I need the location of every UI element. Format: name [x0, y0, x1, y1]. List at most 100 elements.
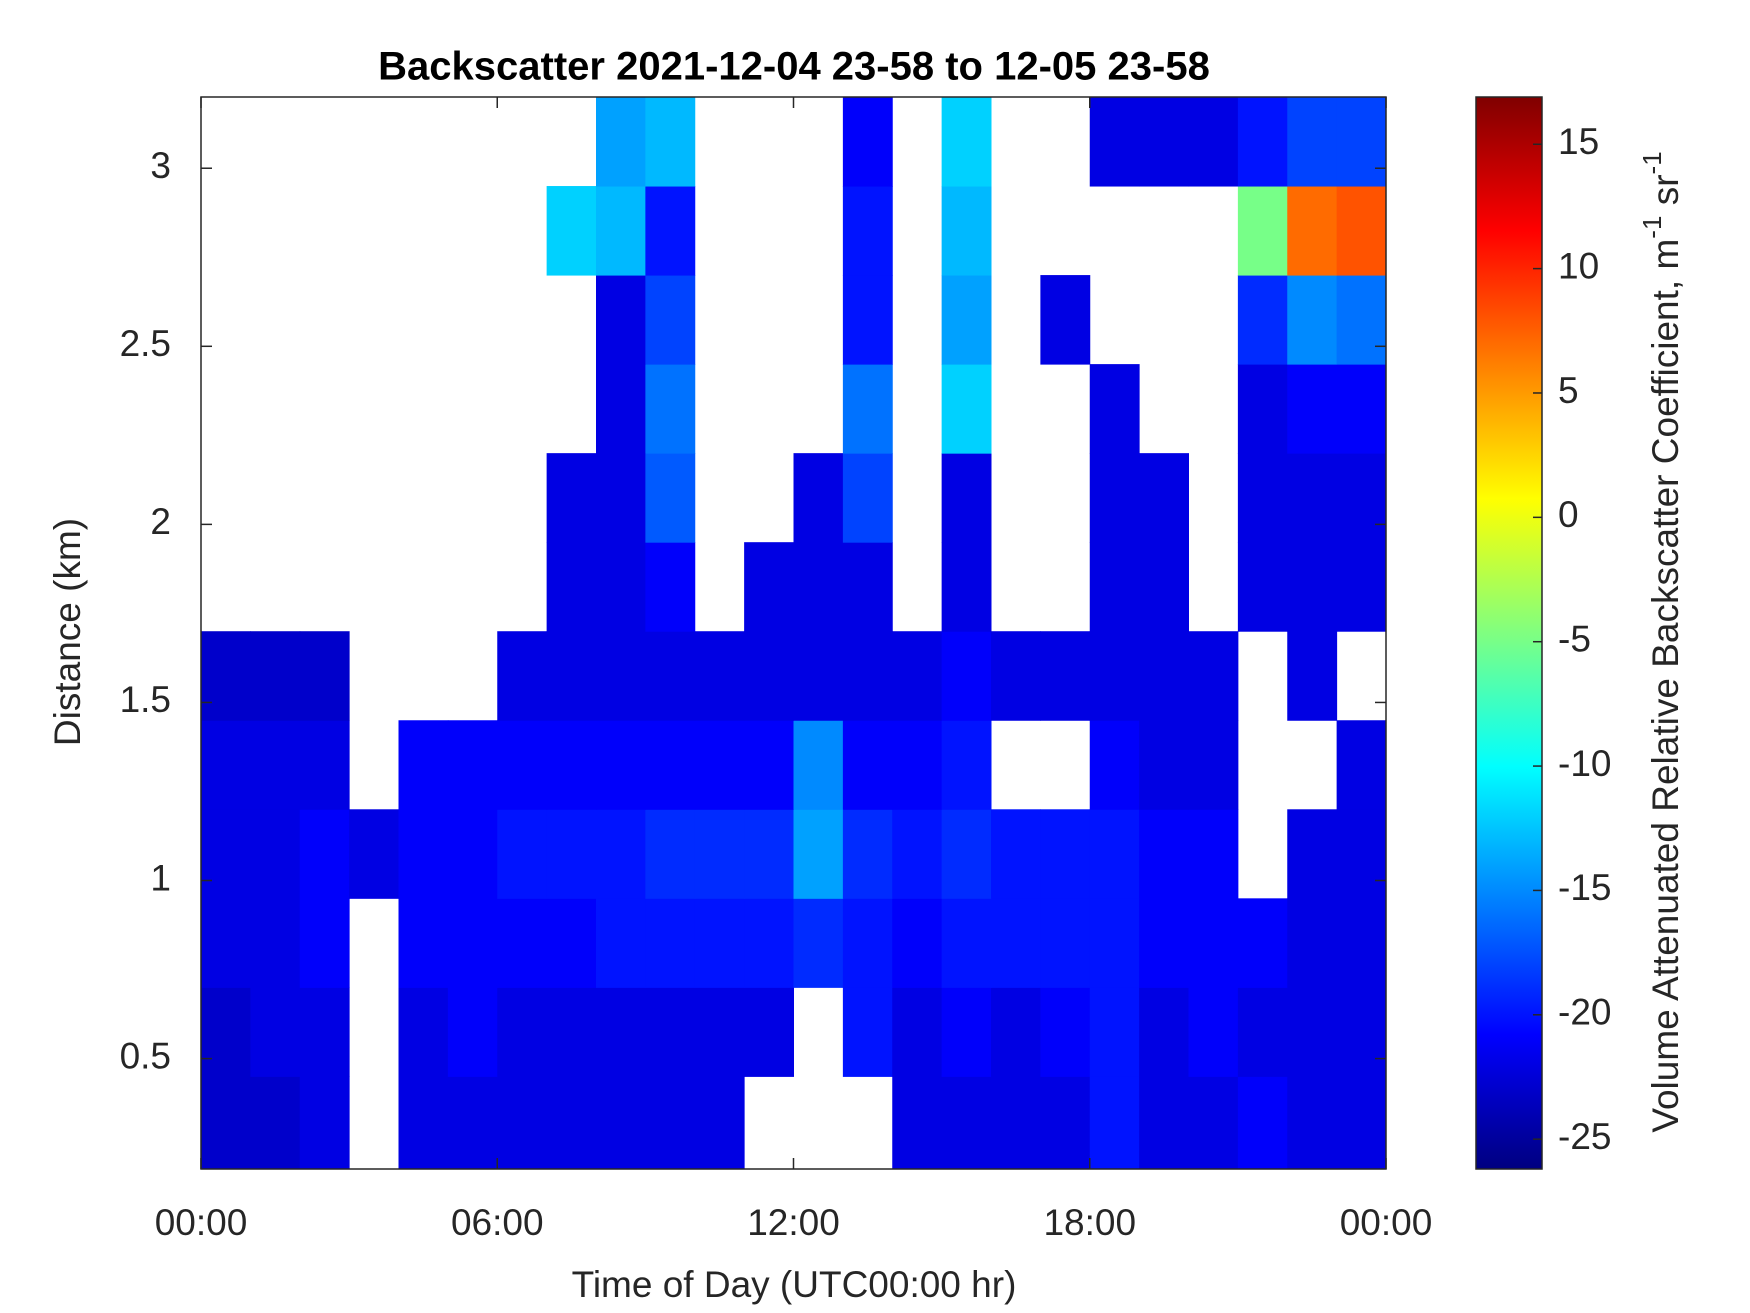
- x-tick-label: 18:00: [1043, 1202, 1136, 1243]
- heat-cell: [892, 1076, 943, 1170]
- heat-cell: [546, 453, 597, 543]
- x-axis-label: Time of Day (UTC00:00 hr): [572, 1264, 1017, 1305]
- heat-cell: [1089, 364, 1140, 454]
- y-tick-label: 2: [150, 501, 171, 542]
- heat-cell: [1040, 898, 1091, 988]
- heat-cell: [398, 720, 449, 810]
- heat-cell: [546, 186, 597, 276]
- heat-cell: [842, 898, 893, 988]
- x-tick-label: 00:00: [1340, 1202, 1433, 1243]
- heat-cell: [1139, 720, 1189, 810]
- heat-cell: [1287, 809, 1338, 899]
- heat-cell: [596, 898, 646, 988]
- heat-cell: [1237, 987, 1288, 1077]
- heat-cell: [497, 898, 548, 988]
- heat-cell: [1040, 987, 1091, 1077]
- heat-cell: [201, 987, 251, 1077]
- heat-cell: [1336, 987, 1387, 1077]
- colorbar-tick-label: -5: [1558, 618, 1591, 659]
- y-axis-label: Distance (km): [47, 518, 88, 746]
- heat-cell: [941, 453, 992, 543]
- heat-cell: [1336, 275, 1387, 365]
- heat-cell: [299, 631, 350, 721]
- colorbar-tick-label: -10: [1558, 743, 1611, 784]
- heat-cell: [596, 97, 646, 187]
- heat-cell: [497, 631, 548, 721]
- heat-cell: [497, 1076, 548, 1170]
- heat-cell: [1089, 987, 1140, 1077]
- heat-cell: [250, 809, 301, 899]
- heat-cell: [645, 987, 696, 1077]
- heat-cell: [1336, 186, 1387, 276]
- heat-cell: [201, 1076, 251, 1170]
- heat-cell: [793, 720, 844, 810]
- heat-cell: [447, 809, 498, 899]
- heat-cell: [1237, 364, 1288, 454]
- heat-cell: [793, 631, 844, 721]
- colorbar-label: Volume Attenuated Relative Backscatter C…: [1637, 151, 1686, 1132]
- heat-cell: [941, 186, 992, 276]
- y-tick-label: 3: [150, 145, 171, 186]
- x-tick-label: 00:00: [155, 1202, 248, 1243]
- heat-cell: [892, 631, 943, 721]
- heat-cell: [398, 1076, 449, 1170]
- x-tick-label: 12:00: [747, 1202, 840, 1243]
- heat-cell: [842, 453, 893, 543]
- heat-cell: [349, 809, 399, 899]
- heat-cell: [744, 631, 794, 721]
- label-part: Volume Attenuated Relative Backscatter C…: [1645, 239, 1686, 1133]
- heat-cell: [1040, 809, 1091, 899]
- heat-cell: [1287, 97, 1338, 187]
- heat-cell: [1287, 453, 1338, 543]
- heat-cell: [694, 987, 745, 1077]
- heat-cell: [1188, 1076, 1239, 1170]
- heat-cell: [694, 631, 745, 721]
- heat-cell: [1089, 720, 1140, 810]
- heat-cell: [892, 720, 943, 810]
- heat-cell: [546, 720, 597, 810]
- heat-cell: [645, 631, 696, 721]
- heat-cell: [1139, 987, 1189, 1077]
- heat-cell: [793, 542, 844, 632]
- heat-cell: [892, 987, 943, 1077]
- heat-cell: [1139, 542, 1189, 632]
- heat-cell: [645, 97, 696, 187]
- heat-cell: [546, 542, 597, 632]
- heat-cell: [1139, 898, 1189, 988]
- heat-cell: [1089, 97, 1140, 187]
- heat-cell: [694, 898, 745, 988]
- heat-cell: [1287, 1076, 1338, 1170]
- heat-cell: [1237, 542, 1288, 632]
- heat-cell: [596, 364, 646, 454]
- heat-cell: [842, 631, 893, 721]
- heat-cell: [645, 720, 696, 810]
- heat-cell: [1336, 364, 1387, 454]
- heat-cell: [447, 987, 498, 1077]
- heat-cell: [842, 987, 893, 1077]
- heat-cell: [1336, 453, 1387, 543]
- heat-cell: [842, 809, 893, 899]
- heat-cell: [991, 898, 1041, 988]
- heat-cell: [1287, 987, 1338, 1077]
- heat-cell: [546, 809, 597, 899]
- heat-cell: [1336, 542, 1387, 632]
- heat-cell: [1089, 453, 1140, 543]
- heat-cell: [497, 987, 548, 1077]
- y-tick-label: 1: [150, 857, 171, 898]
- heat-cell: [991, 987, 1041, 1077]
- heat-cell: [1188, 631, 1239, 721]
- heat-cell: [250, 631, 301, 721]
- heat-cell: [596, 542, 646, 632]
- heat-cell: [793, 809, 844, 899]
- heat-cell: [1188, 720, 1239, 810]
- heat-cell: [1139, 631, 1189, 721]
- heat-cell: [744, 987, 794, 1077]
- heat-cell: [201, 809, 251, 899]
- colorbar-tick-label: 10: [1558, 245, 1599, 286]
- colorbar: [1475, 96, 1543, 1170]
- heat-cell: [941, 720, 992, 810]
- y-tick-label: 1.5: [120, 679, 171, 720]
- heat-cell: [941, 275, 992, 365]
- heat-cell: [1089, 898, 1140, 988]
